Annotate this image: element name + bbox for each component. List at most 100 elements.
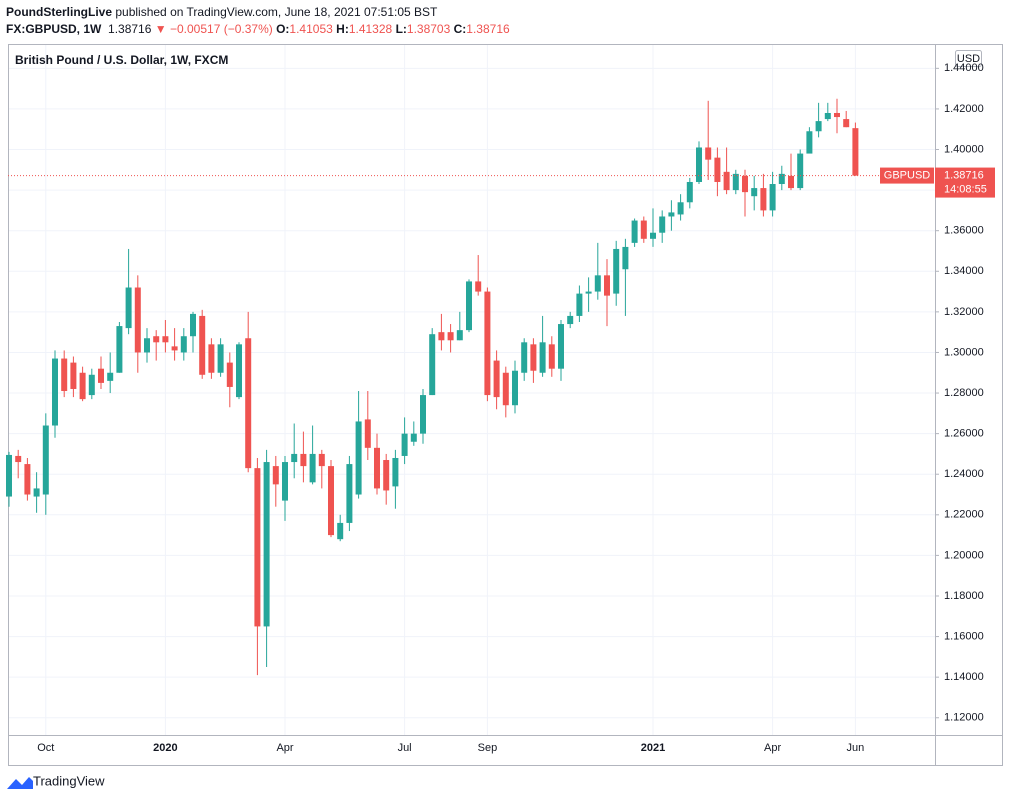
candle-body [438,332,445,341]
candle-body [558,324,564,369]
candle-body [475,281,482,292]
chart-title: British Pound / U.S. Dollar, 1W, FXCM [15,53,228,67]
price-tag-countdown: 14:08:55 [944,183,987,195]
change: −0.00517 (−0.37%) [169,22,273,36]
candle-body [263,462,270,627]
y-tick-label: 1.36000 [944,225,984,237]
y-tick-label: 1.24000 [944,468,984,480]
candle-body [622,246,629,270]
candle-body [456,330,463,341]
candle-body [61,358,68,392]
candle-body [668,212,675,217]
candle-body [134,287,141,353]
y-tick-label: 1.26000 [944,428,984,440]
y-tick-label: 1.32000 [944,306,984,318]
candle-body [824,112,831,120]
candle-body [42,425,49,495]
candle-body [355,421,362,495]
price-tag-symbol: GBPUSD [884,169,931,181]
candle-body [107,372,114,381]
x-tick-label: Oct [37,742,54,754]
last: 1.38716 [108,22,152,36]
candle-body [15,455,22,463]
candle-body [383,460,390,491]
candle-body [318,453,325,467]
candle-body [180,336,187,353]
candle-body [843,119,850,128]
y-tick-label: 1.22000 [944,509,984,521]
candle-body [760,188,767,211]
candle-body [576,293,583,316]
candle-body [723,171,730,191]
footer-brand: TradingView [33,773,105,788]
candle-body [70,362,77,389]
y-tick-label: 1.30000 [944,346,984,358]
candle-body [420,395,426,434]
candle-body [226,362,233,387]
candle-body [116,326,123,373]
candle-body [199,315,206,375]
l: 1.38703 [406,22,451,36]
candle-body [806,131,813,154]
candle-body [659,216,666,233]
candle-body [254,468,261,627]
candle-body [337,522,344,540]
candle-body [6,454,12,497]
candle-body [521,342,528,373]
x-tick-label: 2020 [153,742,177,754]
currency-box [955,50,982,67]
published: published on TradingView.com, June 18, 2… [115,5,438,19]
candle-body [245,338,252,469]
y-tick-label: 1.44000 [944,62,984,74]
author: PoundSterlingLive [6,5,113,19]
candle-body [788,175,794,189]
candle-body [852,128,859,176]
candle-body [640,220,647,239]
candle-body [466,281,472,331]
y-tick-label: 1.28000 [944,387,984,399]
x-tick-label: Jul [398,742,412,754]
candle-body [410,433,417,442]
y-tick-label: 1.16000 [944,630,984,642]
y-tick-label: 1.14000 [944,671,984,683]
candle-body [604,275,610,296]
currency: USD [957,53,980,65]
candle-body [585,291,592,294]
symbol: FX:GBPUSD, 1W [6,22,102,36]
candle-body [24,464,31,495]
candle-body [300,453,307,467]
candle-body [778,173,785,185]
candle-body [751,188,758,197]
h: 1.41328 [348,22,393,36]
header-line-1: PoundSterlingLive published on TradingVi… [6,5,437,19]
h-label: H: [336,22,349,36]
y-tick-label: 1.34000 [944,265,984,277]
candle-body [346,464,353,523]
candle-body [613,248,620,294]
y-tick-label: 1.40000 [944,143,984,155]
grid [8,45,935,735]
candle-body [401,433,408,456]
candle-body [88,374,95,396]
candle-body [33,488,40,497]
arrow: ▼ [154,22,167,36]
candle-body [144,338,150,353]
o-label: O: [276,22,290,36]
candle-body [834,112,840,118]
price-tag-value: 1.38716 [944,169,984,181]
candle-body [631,220,638,243]
candle-body [272,466,279,485]
price-tag-bg [935,167,995,198]
o: 1.41053 [289,22,333,36]
l-label: L: [395,22,407,36]
candle-body [374,447,380,489]
candle-body [512,370,518,406]
logo-shape [7,777,33,789]
candle-body [392,457,399,487]
candle-body [714,157,721,182]
candle-body [153,336,160,343]
x-tick-label: Jun [847,742,865,754]
c: 1.38716 [466,22,510,36]
